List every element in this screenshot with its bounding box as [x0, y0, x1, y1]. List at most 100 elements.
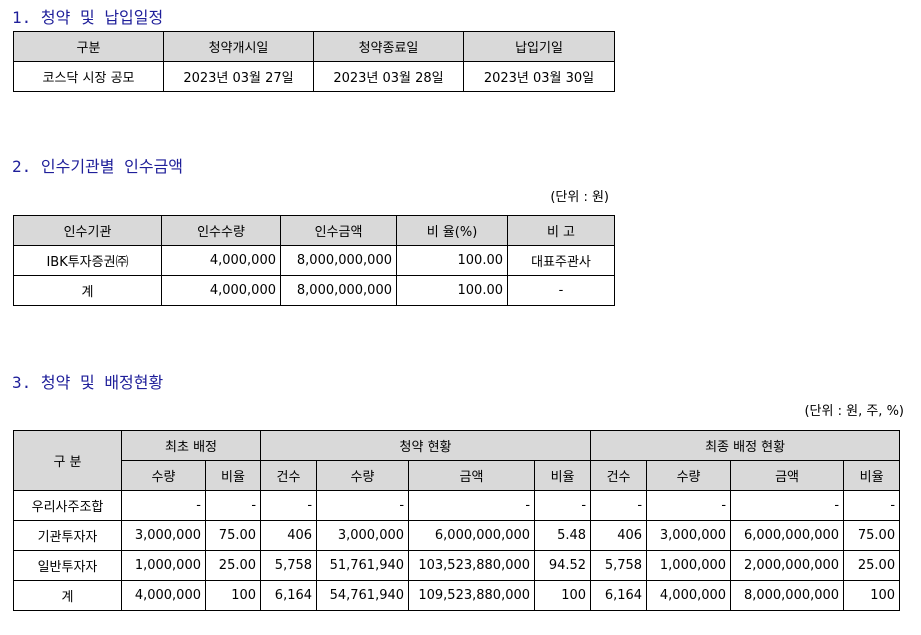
header-group: 최종 배정 현황 — [590, 430, 901, 461]
header-cell: 인수수량 — [161, 215, 281, 246]
table-cell: 6,000,000,000 — [408, 520, 536, 551]
table-cell: 3,000,000 — [646, 520, 732, 551]
table-cell: IBK투자증권㈜ — [13, 245, 162, 276]
header-cell: 금액 — [730, 460, 845, 491]
table-cell: - — [843, 490, 901, 521]
unit-label: (단위 : 원) — [550, 190, 609, 205]
header-cell: 납입기일 — [463, 31, 615, 62]
table-cell: 코스닥 시장 공모 — [13, 61, 164, 92]
table-cell: 406 — [590, 520, 648, 551]
header-cell: 청약종료일 — [313, 31, 464, 62]
table-row: 우리사주조합 - - - - - - - - - - — [13, 490, 901, 521]
header-cell: 수량 — [646, 460, 732, 491]
table-cell: - — [316, 490, 410, 521]
table-cell: 75.00 — [843, 520, 901, 551]
table-cell: - — [507, 275, 615, 306]
table-cell: 94.52 — [534, 550, 592, 581]
unit-label: (단위 : 원, 주, %) — [804, 404, 904, 419]
table-cell: - — [590, 490, 648, 521]
header-cell: 비율 — [843, 460, 901, 491]
table-subheader-row: 수량 비율 건수 수량 금액 비율 건수 수량 금액 비율 — [14, 460, 901, 491]
header-group: 청약 현황 — [260, 430, 592, 461]
table-cell: - — [408, 490, 536, 521]
table-cell: 8,000,000,000 — [730, 580, 845, 611]
table-cell: 6,000,000,000 — [730, 520, 845, 551]
table-header-row: 구 분 최초 배정 청약 현황 최종 배정 현황 — [13, 430, 901, 491]
table-row: 기관투자자 3,000,000 75.00 406 3,000,000 6,00… — [13, 520, 901, 551]
table-cell: 25.00 — [843, 550, 901, 581]
table-cell: 406 — [260, 520, 318, 551]
table-cell: 100 — [204, 580, 262, 611]
table-cell: 4,000,000 — [161, 275, 281, 306]
table-cell: 1,000,000 — [121, 550, 206, 581]
table-cell: 1,000,000 — [646, 550, 732, 581]
section3-title: 3. 청약 및 배정현황 — [12, 373, 164, 392]
schedule-table: 구분 청약개시일 청약종료일 납입기일 코스닥 시장 공모 2023년 03월 … — [13, 31, 615, 92]
header-cell: 인수금액 — [280, 215, 397, 246]
table-cell: 2,000,000,000 — [730, 550, 845, 581]
table-cell: 5,758 — [590, 550, 648, 581]
table-cell: 2023년 03월 30일 — [463, 61, 615, 92]
table-cell: 103,523,880,000 — [408, 550, 536, 581]
table-cell: 54,761,940 — [316, 580, 410, 611]
table-row: 계 4,000,000 100 6,164 54,761,940 109,523… — [13, 580, 901, 611]
header-cell: 구 분 — [13, 430, 122, 491]
table-cell: 기관투자자 — [13, 520, 122, 551]
header-cell: 수량 — [121, 460, 206, 491]
table-cell: - — [534, 490, 592, 521]
header-cell: 구분 — [13, 31, 164, 62]
table-cell: 4,000,000 — [646, 580, 732, 611]
header-cell: 비 율(%) — [396, 215, 508, 246]
table-row: 코스닥 시장 공모 2023년 03월 27일 2023년 03월 28일 20… — [13, 61, 615, 92]
table-cell: 우리사주조합 — [13, 490, 122, 521]
table-cell: 51,761,940 — [316, 550, 410, 581]
table-cell: 2023년 03월 27일 — [163, 61, 314, 92]
table-cell: 8,000,000,000 — [280, 245, 397, 276]
header-cell: 비율 — [534, 460, 592, 491]
table-header-row: 인수기관 인수수량 인수금액 비 율(%) 비 고 — [13, 215, 615, 246]
table-cell: - — [204, 490, 262, 521]
header-cell: 수량 — [316, 460, 410, 491]
header-group: 최초 배정 — [120, 430, 262, 461]
table-cell: 6,164 — [260, 580, 318, 611]
allocation-table: 구 분 최초 배정 청약 현황 최종 배정 현황 수량 비율 건수 수량 금액 … — [13, 430, 901, 611]
table-cell: 대표주관사 — [507, 245, 615, 276]
table-cell: 계 — [13, 580, 122, 611]
table-cell: 3,000,000 — [121, 520, 206, 551]
table-cell: - — [730, 490, 845, 521]
table-cell: - — [260, 490, 318, 521]
table-cell: 6,164 — [590, 580, 648, 611]
table-cell: 3,000,000 — [316, 520, 410, 551]
table-cell: 8,000,000,000 — [280, 275, 397, 306]
table-cell: 100.00 — [396, 245, 508, 276]
table-row: IBK투자증권㈜ 4,000,000 8,000,000,000 100.00 … — [13, 245, 615, 276]
table-cell: 5,758 — [260, 550, 318, 581]
table-cell: 일반투자자 — [13, 550, 122, 581]
header-cell: 금액 — [408, 460, 536, 491]
table-cell: 100 — [843, 580, 901, 611]
table-header-row: 구분 청약개시일 청약종료일 납입기일 — [13, 31, 615, 62]
header-cell: 비율 — [204, 460, 262, 491]
table-cell: - — [646, 490, 732, 521]
table-row: 계 4,000,000 8,000,000,000 100.00 - — [13, 275, 615, 306]
table-cell: 5.48 — [534, 520, 592, 551]
table-cell: 109,523,880,000 — [408, 580, 536, 611]
table-cell: 25.00 — [204, 550, 262, 581]
header-cell: 인수기관 — [13, 215, 162, 246]
table-cell: 100 — [534, 580, 592, 611]
table-cell: 2023년 03월 28일 — [313, 61, 464, 92]
table-cell: 100.00 — [396, 275, 508, 306]
header-cell: 건수 — [260, 460, 318, 491]
header-cell: 비 고 — [507, 215, 615, 246]
table-cell: 계 — [13, 275, 162, 306]
section2-title: 2. 인수기관별 인수금액 — [12, 157, 184, 176]
header-cell: 건수 — [590, 460, 648, 491]
table-cell: - — [121, 490, 206, 521]
table-cell: 4,000,000 — [161, 245, 281, 276]
header-cell: 청약개시일 — [163, 31, 314, 62]
table-row: 일반투자자 1,000,000 25.00 5,758 51,761,940 1… — [13, 550, 901, 581]
table-cell: 4,000,000 — [121, 580, 206, 611]
table-cell: 75.00 — [204, 520, 262, 551]
underwriter-table: 인수기관 인수수량 인수금액 비 율(%) 비 고 IBK투자증권㈜ 4,000… — [13, 215, 615, 306]
section1-title: 1. 청약 및 납입일정 — [12, 8, 164, 27]
